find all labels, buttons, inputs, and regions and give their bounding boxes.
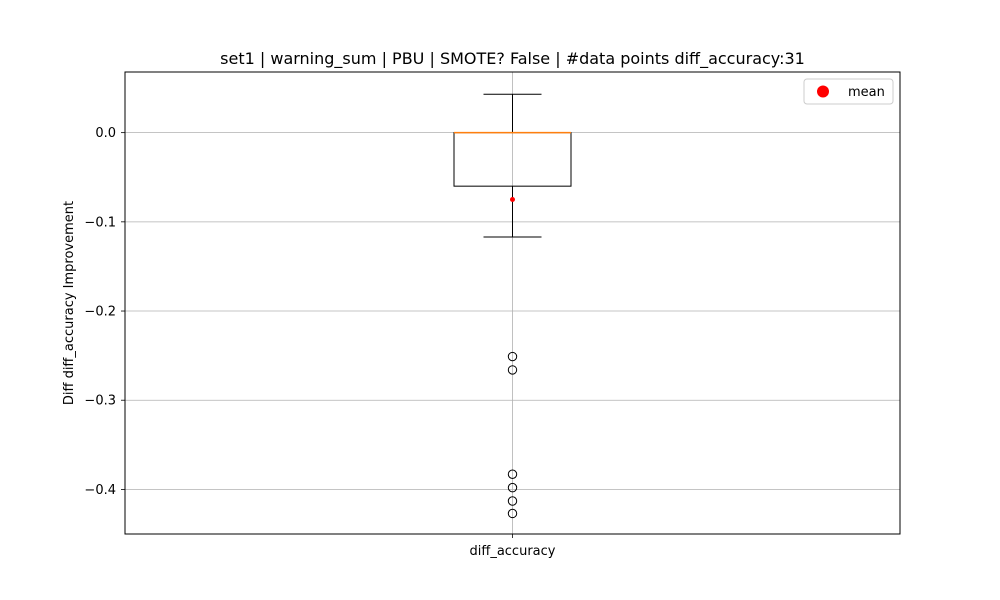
- outlier-point: [507, 496, 518, 506]
- legend: mean: [803, 78, 894, 105]
- y-tick-label: −0.2: [84, 305, 116, 320]
- y-tick-label: −0.1: [84, 215, 116, 230]
- outlier-point: [507, 482, 518, 493]
- legend-mean-marker: [817, 85, 829, 98]
- chart-title: set1 | warning_sum | PBU | SMOTE? False …: [220, 49, 805, 69]
- axis-ticks: 0.0 −0.1 −0.2 −0.3 −0.4 diff_accuracy: [84, 126, 555, 559]
- y-tick-label: −0.3: [84, 394, 116, 409]
- grid-lines: [125, 72, 900, 534]
- legend-frame: [803, 78, 894, 105]
- outlier-point: [507, 508, 518, 519]
- legend-mean-label: mean: [848, 85, 885, 100]
- y-tick-label: −0.4: [84, 483, 116, 498]
- y-tick-label: 0.0: [95, 126, 116, 141]
- y-axis-label: Diff diff_accuracy Improvement: [62, 201, 77, 405]
- box-plot-marks: [453, 93, 572, 519]
- mean-point: [510, 197, 515, 203]
- x-tick-label: diff_accuracy: [470, 544, 556, 559]
- outlier-point: [507, 365, 518, 375]
- outlier-point: [507, 351, 518, 362]
- outlier-point: [507, 469, 518, 479]
